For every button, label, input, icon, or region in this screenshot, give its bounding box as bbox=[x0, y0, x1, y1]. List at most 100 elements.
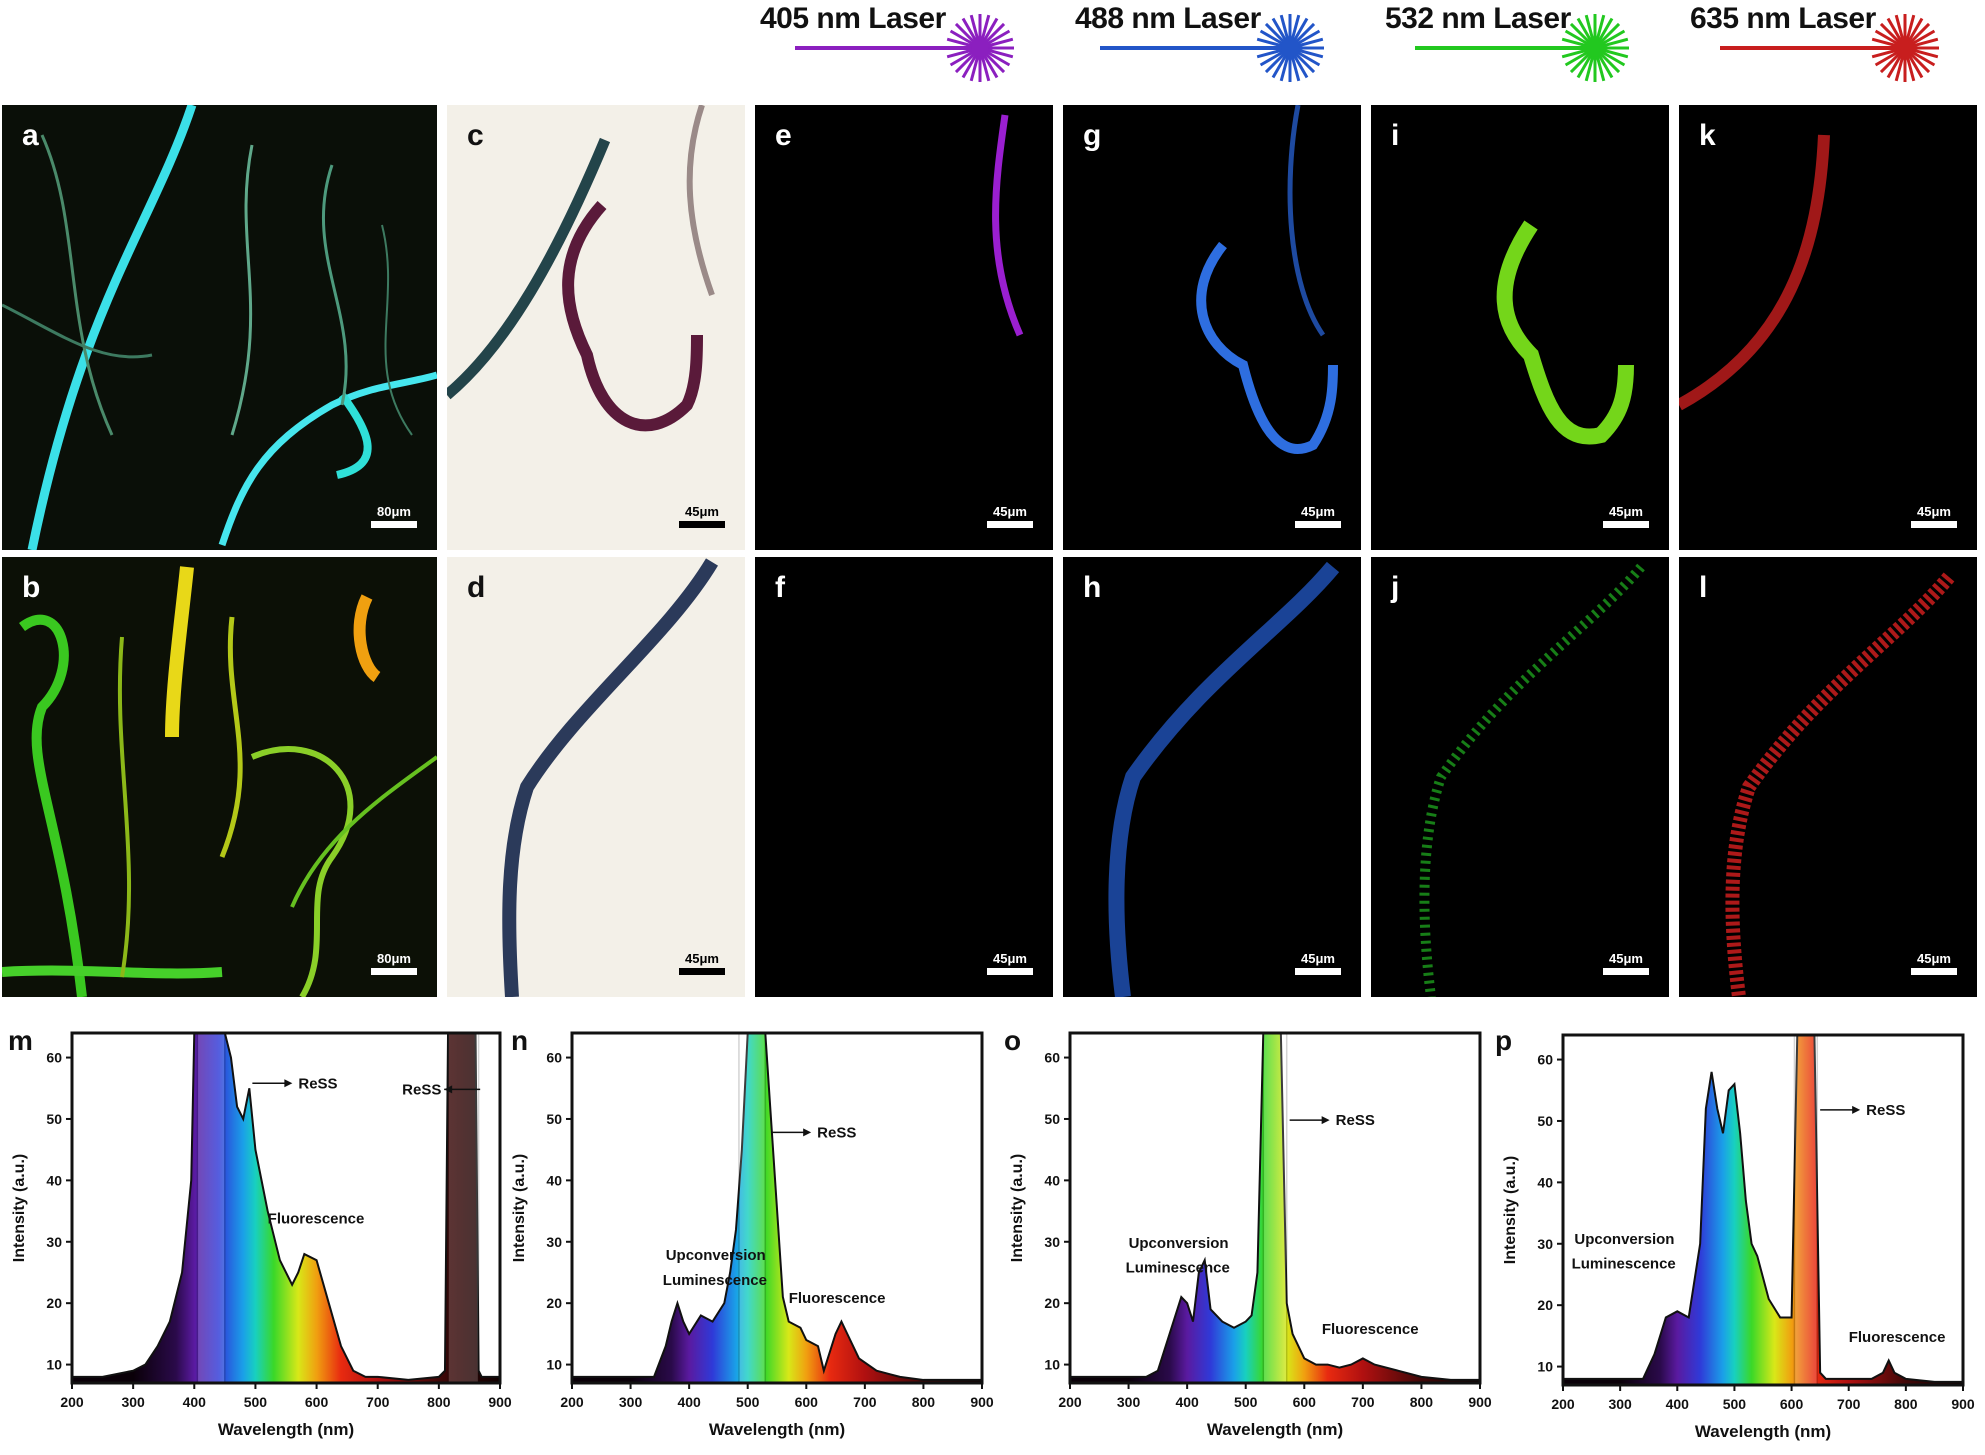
y-tick-label: 40 bbox=[46, 1172, 62, 1188]
x-tick-label: 600 bbox=[795, 1394, 819, 1410]
y-tick-label: 10 bbox=[546, 1357, 562, 1373]
y-tick-label: 40 bbox=[1044, 1172, 1060, 1188]
scale-bar-label: 45μm bbox=[1301, 504, 1335, 519]
fiber-image bbox=[992, 114, 1024, 337]
scale-bar-label: 45μm bbox=[1917, 504, 1951, 519]
annotation-label: ReSS bbox=[1866, 1102, 1905, 1119]
y-tick-label: 10 bbox=[1044, 1357, 1060, 1373]
scale-bar: 45μm bbox=[1911, 504, 1957, 528]
fiber-image bbox=[1196, 105, 1338, 454]
scale-bar: 45μm bbox=[679, 951, 725, 975]
x-tick-label: 300 bbox=[121, 1394, 145, 1410]
x-tick-label: 400 bbox=[1666, 1396, 1690, 1412]
annotation-label: Fluorescence bbox=[789, 1290, 886, 1307]
micrograph-panel-d: d 45μm bbox=[447, 557, 745, 997]
x-tick-label: 800 bbox=[1894, 1396, 1918, 1412]
x-tick-label: 800 bbox=[427, 1394, 451, 1410]
panel-label: k bbox=[1699, 119, 1716, 152]
spectrum-area bbox=[572, 1033, 982, 1383]
x-tick-label: 300 bbox=[1608, 1396, 1632, 1412]
spectrum-area bbox=[1563, 1035, 1963, 1385]
scale-bar: 45μm bbox=[1603, 951, 1649, 975]
spectrum-chart-m: m 200 300 400 500 600 700 800 900 10 20 30 40 50 60 Wa… bbox=[0, 1025, 512, 1455]
micrograph-panel-e: e 45μm bbox=[755, 105, 1053, 550]
annotation-label: Luminescence bbox=[1572, 1255, 1676, 1272]
scale-bar: 45μm bbox=[679, 504, 725, 528]
laser-burst-icon bbox=[1415, 14, 1629, 82]
x-tick-label: 600 bbox=[1780, 1396, 1804, 1412]
fiber-image bbox=[447, 105, 715, 432]
scale-bar: 45μm bbox=[1295, 504, 1341, 528]
micrograph-panel-c: c 45μm bbox=[447, 105, 745, 550]
chart-label: p bbox=[1495, 1025, 1513, 1056]
scale-bar-label: 80μm bbox=[377, 951, 411, 966]
micrograph-panel-i: i 45μm bbox=[1371, 105, 1669, 550]
y-axis-label: Intensity (a.u.) bbox=[11, 1154, 28, 1262]
annotation-label: Upconversion bbox=[1574, 1231, 1674, 1248]
annotation-label: ReSS bbox=[298, 1075, 337, 1092]
spectrum-line bbox=[1070, 1033, 1480, 1381]
scale-bar-label: 45μm bbox=[1609, 951, 1643, 966]
x-tick-label: 500 bbox=[736, 1394, 760, 1410]
x-tick-label: 700 bbox=[1837, 1396, 1861, 1412]
annotation-label: Upconversion bbox=[666, 1247, 766, 1264]
spectrum-plot: 200 300 400 500 600 700 800 900 10 20 30 40 50 60 Wave… bbox=[1502, 1033, 1975, 1441]
laser-burst-icon bbox=[1100, 14, 1324, 82]
y-tick-label: 50 bbox=[546, 1111, 562, 1127]
y-tick-label: 30 bbox=[1537, 1236, 1553, 1252]
spectrum-area bbox=[1070, 1033, 1480, 1383]
panel-label: b bbox=[22, 571, 41, 604]
panel-label: i bbox=[1391, 119, 1400, 152]
ress-band bbox=[1793, 1034, 1819, 1386]
panel-label: e bbox=[775, 119, 792, 152]
panel-label: g bbox=[1083, 119, 1102, 152]
annotation-label: Luminescence bbox=[1126, 1259, 1230, 1276]
x-tick-label: 900 bbox=[488, 1394, 512, 1410]
annotation-label: Fluorescence bbox=[1849, 1329, 1946, 1346]
scale-bar-label: 45μm bbox=[1917, 951, 1951, 966]
x-axis-label: Wavelength (nm) bbox=[218, 1420, 354, 1439]
chart-label: n bbox=[511, 1025, 529, 1056]
x-tick-label: 900 bbox=[1468, 1394, 1492, 1410]
scale-bar-label: 45μm bbox=[993, 951, 1027, 966]
scale-bar: 80μm bbox=[371, 951, 417, 975]
y-tick-label: 30 bbox=[46, 1234, 62, 1250]
annotation-label: ReSS bbox=[1336, 1112, 1375, 1129]
fiber-image bbox=[2, 566, 437, 997]
y-tick-label: 10 bbox=[46, 1357, 62, 1373]
scale-bar: 45μm bbox=[987, 951, 1033, 975]
y-tick-label: 60 bbox=[46, 1050, 62, 1066]
laser-label: 405 nm Laser bbox=[760, 2, 946, 35]
micrograph-panel-g: g 45μm bbox=[1063, 105, 1361, 550]
y-tick-label: 20 bbox=[546, 1295, 562, 1311]
scale-bar: 45μm bbox=[987, 504, 1033, 528]
spectrum-plot: 200 300 400 500 600 700 800 900 10 20 30 40 50 60 Wave… bbox=[1009, 1031, 1492, 1439]
annotation-label: Luminescence bbox=[663, 1272, 767, 1289]
spectrum-area bbox=[72, 1033, 500, 1383]
micrograph-panel-a: a 80μm bbox=[2, 105, 437, 550]
scale-bar: 45μm bbox=[1603, 504, 1649, 528]
panel-label: l bbox=[1699, 571, 1708, 604]
plot-frame bbox=[1068, 1031, 1482, 1385]
x-tick-label: 700 bbox=[1351, 1394, 1375, 1410]
x-tick-label: 500 bbox=[244, 1394, 268, 1410]
panel-label: a bbox=[22, 119, 39, 152]
ress-band bbox=[447, 1032, 480, 1384]
spectrum-plot: 200 300 400 500 600 700 800 900 10 20 30 40 50 60 Wave… bbox=[511, 1031, 994, 1439]
x-tick-label: 900 bbox=[1951, 1396, 1975, 1412]
y-tick-label: 40 bbox=[546, 1172, 562, 1188]
micrograph-panel-b: b 80μm bbox=[2, 557, 437, 997]
x-tick-label: 800 bbox=[912, 1394, 936, 1410]
x-tick-label: 200 bbox=[1058, 1394, 1082, 1410]
x-tick-label: 500 bbox=[1723, 1396, 1747, 1412]
fiber-image bbox=[2, 105, 437, 550]
x-axis-label: Wavelength (nm) bbox=[1695, 1422, 1831, 1441]
x-tick-label: 200 bbox=[560, 1394, 584, 1410]
micrograph-panel-k: k 45μm bbox=[1679, 105, 1977, 550]
x-tick-label: 700 bbox=[366, 1394, 390, 1410]
ress-band bbox=[196, 1032, 226, 1384]
y-tick-label: 20 bbox=[46, 1295, 62, 1311]
x-tick-label: 600 bbox=[1293, 1394, 1317, 1410]
spectrum-plot: 200 300 400 500 600 700 800 900 10 20 30 40 50 60 Wave… bbox=[11, 1031, 512, 1439]
annotation-label: ReSS bbox=[817, 1124, 856, 1141]
